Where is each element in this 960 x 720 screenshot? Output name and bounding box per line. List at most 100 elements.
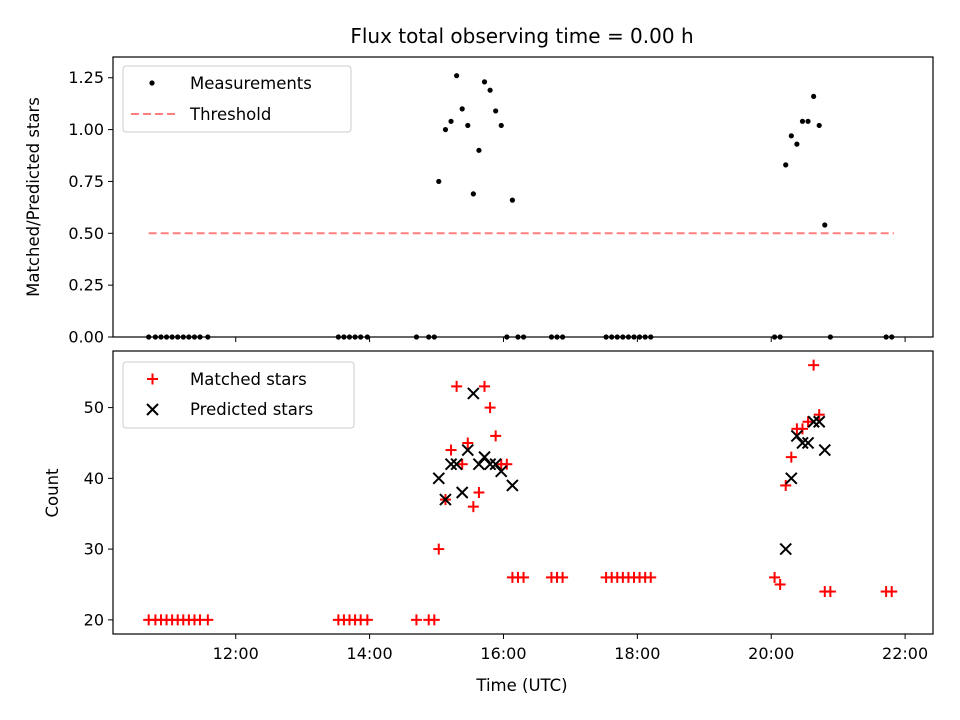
predicted-star-point: [439, 493, 452, 506]
legend-label-matched: Matched stars: [190, 370, 307, 389]
measurement-point: [470, 191, 476, 197]
marker-stroke: [432, 472, 445, 485]
matched-star-point: [645, 571, 657, 583]
marker-stroke: [790, 429, 804, 443]
predicted-star-point: [444, 457, 458, 471]
measurement-point: [459, 106, 465, 112]
predicted-star-point: [785, 472, 798, 485]
marker-stroke: [461, 443, 474, 457]
matched-star-point: [557, 571, 569, 583]
measurement-point: [146, 334, 152, 340]
measurement-point: [191, 334, 198, 340]
matched-star-point: [467, 501, 479, 513]
matched-star-point: [774, 578, 786, 590]
x-tick-label: 20:00: [748, 644, 794, 663]
measurement-point: [788, 133, 794, 139]
marker-stroke: [467, 387, 480, 400]
measurement-point: [152, 334, 158, 340]
matched-star-point: [410, 614, 422, 626]
matched-star-point: [808, 359, 820, 371]
top-legend: Measurements Threshold: [122, 65, 352, 133]
y-tick-label: 1.25: [68, 68, 104, 87]
measurement-point: [889, 334, 895, 340]
x-tick-label: 16:00: [480, 644, 526, 663]
y-tick-label: 0.25: [68, 276, 104, 295]
matched-star-point: [451, 380, 463, 392]
bottom-y-axis: 20 30 40 50: [84, 398, 113, 629]
matched-star-point: [462, 437, 474, 449]
measurement-point: [515, 334, 521, 340]
predicted-star-point: [796, 436, 809, 450]
measurement-point: [158, 334, 164, 340]
matched-star-point: [484, 402, 496, 414]
predicted-star-point: [483, 457, 497, 471]
predicted-star-point: [461, 443, 474, 457]
matched-star-point: [479, 380, 491, 392]
predicted-star-point: [450, 457, 463, 471]
legend-marker-measurements: [149, 80, 155, 86]
measurement-point: [636, 334, 643, 340]
measurement-point: [341, 334, 347, 340]
measurement-point: [465, 122, 471, 129]
measurement-point: [481, 79, 488, 85]
bottom-legend-box: [122, 361, 355, 429]
legend-label-threshold: Threshold: [189, 105, 271, 124]
measurement-point: [822, 222, 828, 228]
top-y-axis-label: Matched/Predicted stars: [24, 97, 43, 297]
matched-star-point: [490, 430, 502, 442]
measurement-point: [454, 73, 460, 79]
matched-star-point: [202, 614, 214, 626]
matched-star-point: [785, 451, 797, 463]
matched-stars-series: [143, 359, 898, 626]
measurement-point: [476, 147, 482, 153]
measurement-point: [799, 118, 806, 124]
matched-star-point: [428, 614, 440, 626]
x-tick-label: 14:00: [347, 644, 393, 663]
marker-stroke: [444, 457, 458, 471]
marker-stroke: [818, 443, 831, 457]
predicted-star-point: [495, 465, 508, 478]
measurement-point: [827, 334, 833, 340]
marker-stroke: [455, 486, 469, 499]
measurement-point: [794, 141, 800, 147]
matched-star-point: [456, 458, 468, 470]
marker-stroke: [807, 415, 820, 428]
predicted-star-point: [489, 457, 502, 471]
top-legend-box: [122, 65, 352, 133]
measurement-point: [648, 334, 654, 340]
measurement-point: [163, 334, 170, 340]
matched-star-point: [473, 487, 485, 498]
measurement-point: [431, 334, 437, 340]
measurement-point: [205, 334, 211, 340]
y-tick-label: 0.00: [68, 328, 104, 347]
measurement-point: [883, 334, 889, 340]
measurement-point: [603, 334, 609, 340]
measurement-point: [448, 118, 454, 124]
predicted-stars-series: [432, 387, 831, 556]
y-tick-label: 50: [84, 398, 104, 417]
marker-stroke: [801, 436, 815, 450]
measurement-point: [805, 118, 811, 124]
marker-stroke: [478, 450, 491, 464]
measurement-point: [625, 334, 632, 340]
measurement-point: [777, 334, 783, 340]
measurement-point: [498, 122, 504, 129]
matched-star-point: [886, 586, 898, 598]
measurement-point: [186, 334, 192, 340]
measurement-point: [609, 334, 615, 340]
x-tick-label: 22:00: [882, 644, 928, 663]
marker-stroke: [439, 493, 452, 506]
measurement-point: [554, 334, 560, 340]
measurement-point: [504, 334, 510, 340]
matched-star-point: [518, 571, 530, 583]
measurement-point: [493, 108, 499, 114]
predicted-star-point: [478, 450, 491, 464]
measurement-point: [335, 334, 341, 340]
matched-star-point: [780, 479, 792, 491]
y-tick-label: 20: [84, 610, 104, 629]
measurement-point: [548, 334, 555, 340]
measurement-point: [426, 334, 432, 340]
bottom-plot-frame: [112, 350, 934, 635]
matched-star-point: [796, 423, 808, 435]
